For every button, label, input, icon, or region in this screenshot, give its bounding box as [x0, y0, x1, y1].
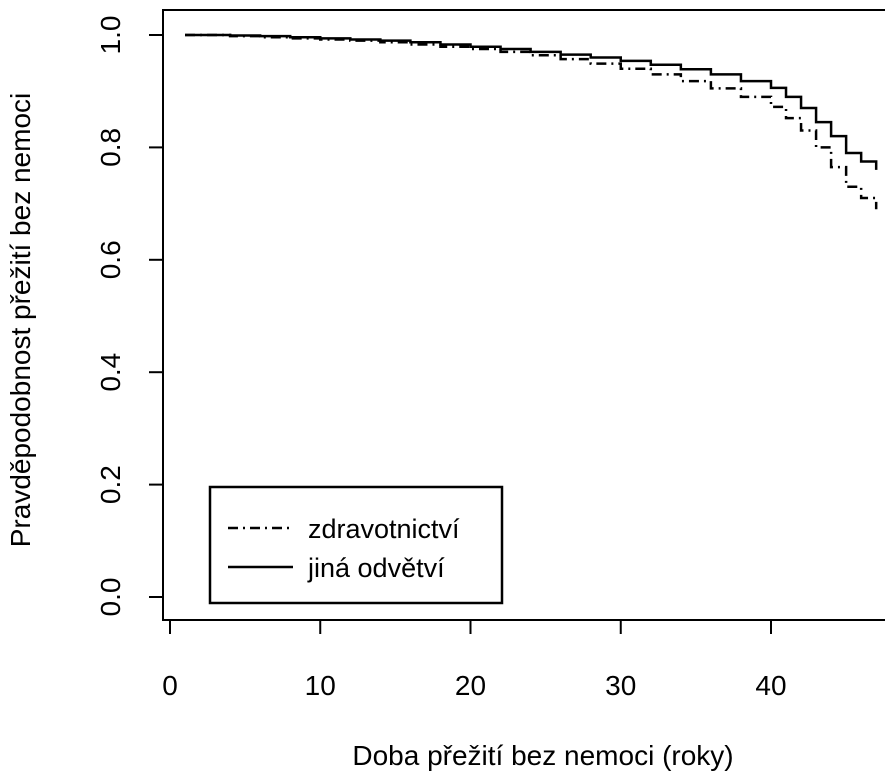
series-line-zdravotnictvi	[185, 33, 878, 210]
y-tick-label: 0.0	[95, 578, 126, 617]
y-tick-label: 1.0	[95, 16, 126, 55]
x-axis-title: Doba přežití bez nemoci (roky)	[352, 740, 733, 771]
series-line-jina-odvetvi	[185, 33, 878, 170]
plot-area-frame	[162, 9, 885, 621]
y-tick-label: 0.4	[95, 353, 126, 392]
x-axis: 0 10 20 30 40	[162, 620, 787, 701]
x-tick-label: 30	[605, 670, 636, 701]
series-layer	[185, 33, 878, 210]
x-tick-label: 0	[162, 670, 178, 701]
x-tick-label: 20	[455, 670, 486, 701]
legend-box	[208, 485, 504, 605]
y-tick-label: 0.6	[95, 240, 126, 279]
x-tick-label: 10	[305, 670, 336, 701]
y-axis-title: Pravděpodobnost přežití bez nemoci	[5, 93, 36, 548]
legend: zdravotnictví jiná odvětví	[208, 485, 504, 605]
legend-label-zdravotnictvi: zdravotnictví	[308, 514, 460, 544]
y-axis: 0.0 0.2 0.4 0.6 0.8 1.0	[95, 16, 163, 617]
y-tick-label: 0.8	[95, 128, 126, 167]
legend-label-jina-odvetvi: jiná odvětví	[307, 553, 445, 583]
x-tick-label: 40	[755, 670, 786, 701]
y-tick-label: 0.2	[95, 465, 126, 504]
